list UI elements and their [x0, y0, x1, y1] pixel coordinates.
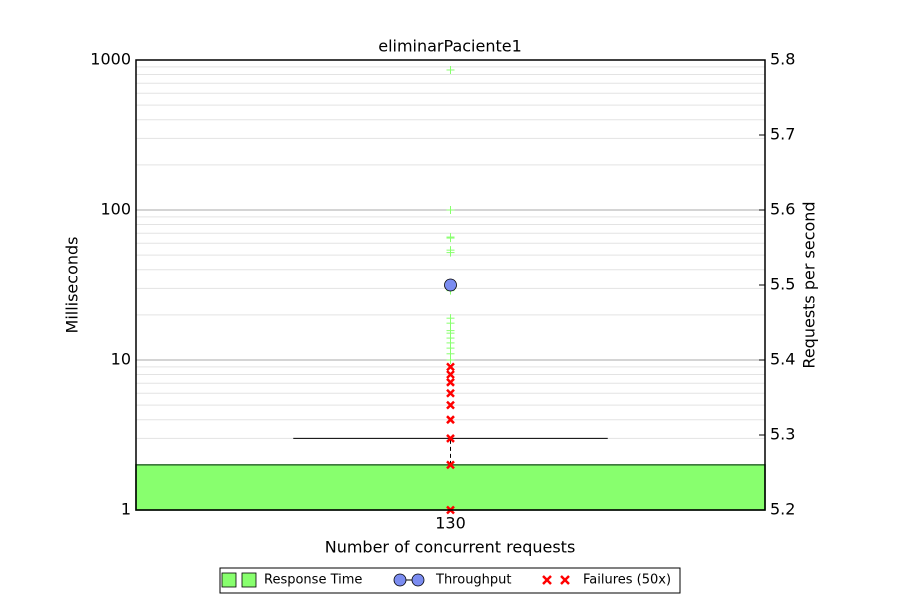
- y-tick-label: 1000: [90, 50, 131, 69]
- box: [135, 464, 766, 511]
- failure-point-stroke: [446, 460, 455, 470]
- failure-point: [446, 362, 455, 372]
- legend: [219, 567, 681, 594]
- failure-point-stroke: [446, 415, 455, 425]
- failure-point: [446, 415, 455, 425]
- plot-frame: [135, 59, 766, 511]
- legend-label: Failures (50x): [583, 573, 671, 588]
- flier: [446, 234, 455, 243]
- failure-point: [446, 400, 455, 410]
- flier: [446, 356, 455, 364]
- failure-point: [446, 377, 455, 387]
- failure-point-stroke: [446, 362, 455, 372]
- y2-tick-label: 5.5: [770, 275, 795, 294]
- y-tick-label: 100: [100, 200, 131, 219]
- y-tick-label: 10: [111, 350, 131, 369]
- legend-swatch-stroke: [542, 575, 552, 585]
- failure-point-stroke: [446, 434, 455, 443]
- legend-swatch: [542, 575, 552, 585]
- failure-point-stroke: [446, 388, 455, 398]
- failure-point: [446, 370, 455, 379]
- x-axis-label: Number of concurrent requests: [325, 538, 576, 557]
- legend-swatch: [411, 573, 425, 587]
- y2-tick-label: 5.6: [770, 200, 795, 219]
- legend-label: Throughput: [435, 573, 512, 588]
- y2-tick-label: 5.4: [770, 350, 795, 369]
- chart-title: eliminarPaciente1: [378, 37, 522, 56]
- legend-swatch: [221, 572, 237, 588]
- y-tick-label: 1: [121, 500, 131, 519]
- y-axis-label: Milliseconds: [63, 237, 82, 334]
- flier: [446, 248, 455, 257]
- flier: [446, 206, 455, 214]
- legend-swatch: [560, 575, 570, 585]
- legend-swatch: [241, 572, 257, 588]
- x-tick-label: 130: [435, 514, 466, 533]
- y2-tick-label: 5.3: [770, 425, 795, 444]
- y2-tick-label: 5.8: [770, 50, 795, 69]
- failure-point-stroke: [446, 400, 455, 410]
- legend-swatch-stroke: [560, 575, 570, 585]
- failure-point: [446, 460, 455, 470]
- throughput-point: [444, 278, 457, 292]
- legend-swatch: [393, 573, 407, 587]
- legend-label: Response Time: [264, 573, 362, 588]
- y2-tick-label: 5.2: [770, 500, 795, 519]
- failure-point-stroke: [446, 377, 455, 387]
- y2-axis-label: Requests per second: [800, 201, 819, 368]
- flier: [446, 319, 455, 328]
- failure-point-stroke: [446, 370, 455, 379]
- failure-point: [446, 388, 455, 398]
- y2-tick-label: 5.7: [770, 125, 795, 144]
- flier: [446, 65, 455, 74]
- failure-point: [446, 434, 455, 443]
